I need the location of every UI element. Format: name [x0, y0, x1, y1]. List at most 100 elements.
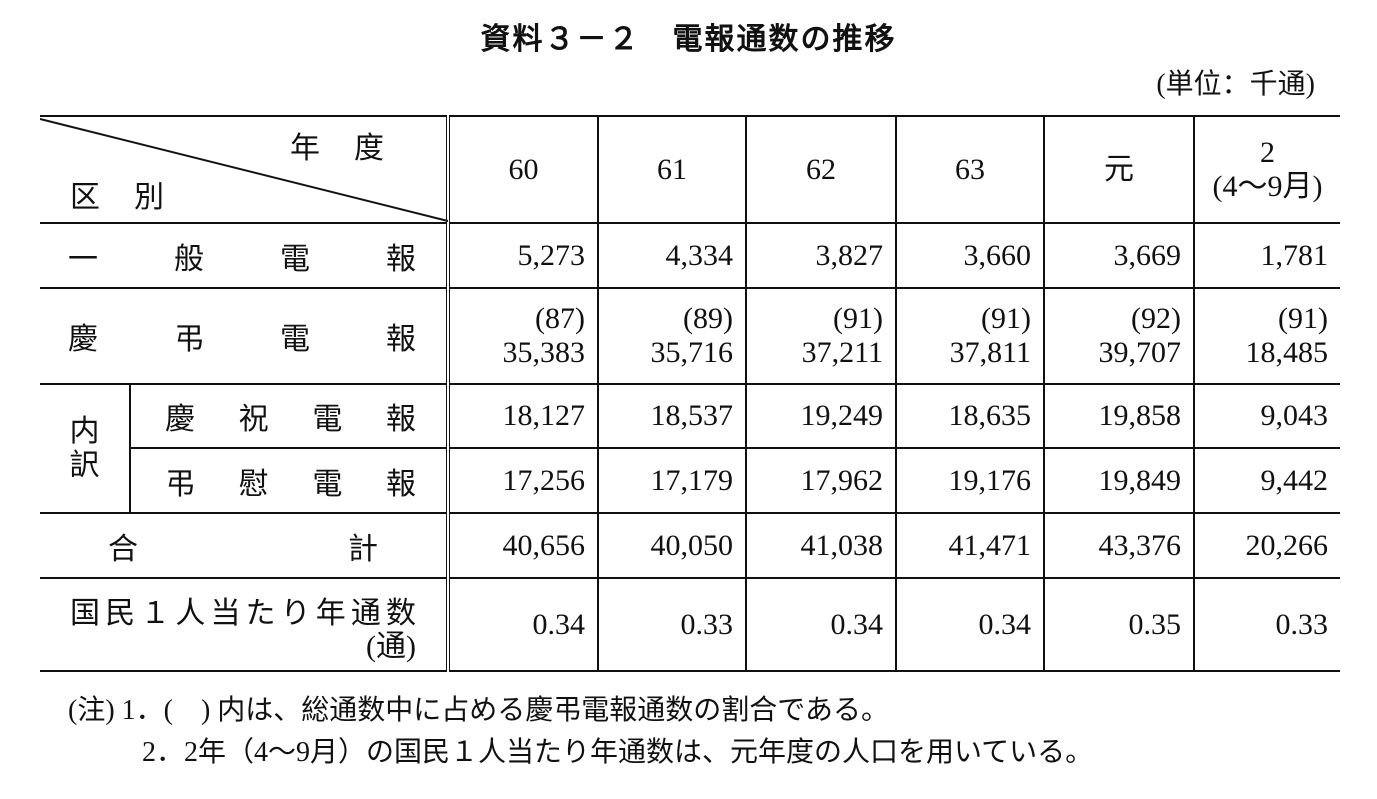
value-cell: (87) 35,383: [446, 287, 598, 385]
value: 19,849: [1098, 463, 1182, 497]
value-cell: 41,471: [895, 512, 1044, 579]
value-cell: 3,660: [895, 222, 1044, 289]
value: 19,858: [1098, 399, 1182, 432]
value: 41,038: [800, 528, 884, 562]
value-cell: 0.33: [1193, 577, 1340, 672]
value: 37,211: [801, 336, 883, 369]
value-cell: 18,127: [446, 383, 598, 449]
unit-note: (単位：千通): [1156, 69, 1315, 100]
column-header: 61: [597, 115, 746, 224]
value: 41,471: [948, 528, 1032, 562]
value-cell: 3,827: [745, 222, 896, 289]
value-cell: 41,038: [745, 512, 896, 579]
sub-row: 内訳 慶祝電報 18,127 18,537 19,249 18,635 19,858 9,04…: [40, 383, 1340, 514]
value-cell: 17,256: [446, 447, 598, 514]
value: 5,273: [517, 238, 586, 272]
value: 35,383: [502, 336, 586, 369]
value: 3,660: [963, 238, 1032, 272]
value: 0.33: [680, 607, 734, 641]
value: 0.34: [830, 607, 884, 641]
value-cell: 0.34: [446, 577, 598, 672]
column-label: 61: [657, 152, 687, 186]
value: 43,376: [1098, 528, 1182, 562]
value: 1,781: [1260, 238, 1329, 272]
column-period: (4～9月): [1212, 169, 1323, 203]
value: 18,127: [502, 399, 586, 432]
row: 国民１人当たり年通数 (通) 0.34 0.33 0.34 0.34 0.35 0.33: [40, 577, 1340, 672]
value-cell: (89) 35,716: [597, 287, 746, 385]
value-cell: 19,858: [1043, 383, 1194, 449]
group-text: 内訳: [69, 414, 100, 482]
corner-cell: 年度区別: [40, 115, 448, 224]
note-2: 2．2年（4～9月）の国民１人当たり年通数は、元年度の人口を用いている。: [142, 737, 1094, 768]
value: 19,249: [800, 399, 884, 432]
value-cell: 0.34: [895, 577, 1044, 672]
value-cell: (91) 18,485: [1193, 287, 1340, 385]
value: 0.35: [1128, 607, 1182, 641]
value: 9,442: [1260, 463, 1329, 497]
table: 年度 区別 60 61 62 63 元 2 (4～9月) 一般電報 5,273 4,334 3,827 3…: [40, 115, 1340, 672]
value: 18,537: [650, 399, 734, 432]
value-cell: 0.34: [745, 577, 896, 672]
notes: (注) 1．( ) 内は、総通数中に占める慶弔電報通数の割合である。 2．2年（…: [68, 690, 1093, 774]
share: (92): [1131, 302, 1181, 335]
value-cell: 20,266: [1193, 512, 1340, 579]
value-cell: 0.35: [1043, 577, 1194, 672]
row-label: 慶祝電報: [129, 383, 448, 449]
row-header: 区別: [70, 181, 198, 214]
value: 40,050: [650, 528, 734, 562]
value: 18,485: [1245, 336, 1329, 369]
column-header: 60: [446, 115, 598, 224]
value-cell: 40,050: [597, 512, 746, 579]
value-cell: 0.33: [597, 577, 746, 672]
value-cell: 18,635: [895, 383, 1044, 449]
col-header: 年度: [290, 132, 418, 165]
value-cell: 17,962: [745, 447, 896, 514]
group-label: 内訳: [40, 383, 130, 514]
value-cell: 4,334: [597, 222, 746, 289]
row: 合計 40,656 40,050 41,038 41,471 43,376 20,266: [40, 512, 1340, 579]
column-label: 63: [955, 152, 985, 186]
value-cell: 19,849: [1043, 447, 1194, 514]
value-cell: 18,537: [597, 383, 746, 449]
value: 18,635: [948, 399, 1032, 432]
column-header: 2 (4～9月): [1193, 115, 1340, 224]
column-label: 62: [806, 152, 836, 186]
diagonal: [40, 118, 448, 222]
note-1: (注) 1．( ) 内は、総通数中に占める慶弔電報通数の割合である。: [68, 690, 1093, 732]
row-label-text: 合計: [108, 532, 378, 566]
row-unit: (通): [366, 629, 416, 663]
row: 一般電報 5,273 4,334 3,827 3,660 3,669 1,781: [40, 222, 1340, 289]
value: 17,256: [502, 463, 586, 497]
value-cell: 9,043: [1193, 383, 1340, 449]
value: 17,179: [650, 463, 734, 497]
value: 4,334: [665, 238, 734, 272]
column-label: 60: [508, 152, 539, 186]
value: 17,962: [800, 463, 884, 497]
row-label-text: 一般電報: [68, 242, 416, 276]
share: (91): [833, 302, 883, 335]
value-cell: 19,249: [745, 383, 896, 449]
value: 20,266: [1245, 528, 1329, 562]
row-label: 弔慰電報: [129, 447, 448, 514]
column-label: 2: [1260, 135, 1275, 169]
title: 資料３－２ 電報通数の推移: [480, 22, 897, 57]
value: 0.34: [978, 607, 1032, 641]
row-label-text: 弔慰電報: [165, 467, 416, 501]
column-header: 62: [745, 115, 896, 224]
value-cell: (92) 39,707: [1043, 287, 1194, 385]
share: (89): [683, 302, 733, 335]
value: 39,707: [1098, 336, 1182, 369]
header-row: 年度 区別 60 61 62 63 元 2 (4～9月): [40, 115, 1340, 224]
value-cell: 19,176: [895, 447, 1044, 514]
value: 40,656: [502, 528, 586, 562]
share: (91): [981, 302, 1031, 335]
value: 3,827: [815, 238, 884, 272]
row-label: 国民１人当たり年通数 (通): [40, 577, 448, 672]
value: 35,716: [650, 336, 734, 369]
value: 37,811: [949, 336, 1031, 369]
value-cell: 5,273: [446, 222, 598, 289]
row-label: 一般電報: [40, 222, 448, 289]
note-text: 1．( ) 内は、総通数中に占める慶弔電報通数の割合である。: [121, 695, 890, 726]
